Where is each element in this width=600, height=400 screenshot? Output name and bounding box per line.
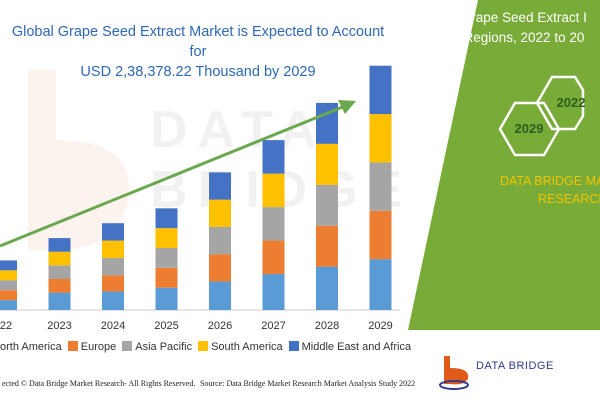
hex-label-2022: 2022	[556, 95, 586, 110]
hex-label-2029: 2029	[514, 121, 544, 136]
bar-segment	[369, 114, 392, 163]
bar-segment	[262, 240, 285, 275]
bar-segment	[209, 254, 231, 282]
legend-label: South America	[211, 341, 283, 353]
footer-brand-text: DATA BRIDGE	[476, 360, 554, 372]
chart-title-line1: Global Grape Seed Extract Market is Expe…	[11, 24, 385, 60]
bar-segment	[102, 240, 124, 258]
watermark-logo	[28, 70, 130, 250]
bar-segment	[209, 281, 231, 310]
bar-segment	[209, 226, 231, 255]
legend-label: Asia Pacific	[135, 341, 193, 353]
bar-segment	[316, 225, 338, 267]
hexagon-2029-icon	[498, 101, 561, 157]
x-tick-label: 2026	[208, 320, 232, 332]
data-bridge-logo-icon	[439, 356, 469, 390]
footer-source: Source: Data Bridge Market Research Mark…	[200, 379, 416, 388]
bar-segment	[316, 184, 338, 226]
bar-segment	[48, 292, 71, 310]
bar-segment	[369, 210, 392, 260]
chart-title: Global Grape Seed Extract Market is Expe…	[8, 22, 388, 82]
bar-segment	[48, 265, 71, 279]
legend-swatch	[288, 341, 299, 351]
bar-segment	[102, 257, 124, 276]
hexagon-2022-icon	[535, 75, 585, 131]
footer-copyright: ected © Data Bridge Market Research- All…	[2, 379, 196, 388]
x-tick-label: 2029	[368, 320, 392, 332]
chart-title-line2: USD 2,38,378.22 Thousand by 2029	[80, 64, 316, 80]
bar-segment	[209, 172, 231, 200]
bar-segment	[369, 162, 392, 211]
bar-segment	[0, 260, 17, 271]
bar-segment	[155, 208, 178, 229]
bar-segment	[262, 274, 285, 310]
legend-item: orth America	[0, 341, 62, 353]
legend-item: South America	[198, 341, 283, 353]
bar-segment	[0, 290, 17, 301]
bar-segment	[209, 199, 231, 227]
legend-swatch	[198, 341, 209, 351]
bar-segment	[369, 259, 392, 310]
bar-segment	[48, 251, 71, 266]
bar-segment	[102, 223, 124, 241]
legend-label: Middle East and Africa	[301, 341, 412, 353]
legend-item: Middle East and Africa	[288, 341, 412, 353]
bar-segment	[155, 287, 178, 310]
x-tick-label: 2028	[315, 320, 339, 332]
bar-segment	[0, 300, 17, 310]
bar-segment	[262, 207, 285, 241]
legend-label: orth America	[0, 341, 62, 353]
x-tick-label: 2024	[101, 320, 125, 332]
legend-item: Asia Pacific	[122, 341, 192, 353]
right-panel-title: Global Grape Seed Extract I By Regions, …	[418, 10, 587, 45]
bar-segment	[155, 248, 178, 268]
bar-segment	[262, 173, 285, 208]
x-tick-label: 2025	[154, 320, 178, 332]
bar-segment	[316, 266, 338, 310]
x-tick-label: 22	[0, 320, 12, 332]
bar-segment	[48, 279, 71, 293]
bar-segment	[102, 275, 124, 292]
trend-arrow-head	[338, 100, 356, 114]
bar-segment	[155, 267, 178, 288]
legend-swatch	[122, 341, 133, 351]
bar-segment	[102, 291, 124, 310]
bar-segment	[316, 102, 338, 144]
x-tick-label: 2027	[261, 320, 285, 332]
bar-segment	[0, 270, 17, 281]
bar-segment	[316, 143, 338, 185]
bar-segment	[369, 65, 392, 115]
bar-segment	[48, 238, 71, 252]
right-panel	[408, 0, 600, 330]
bar-segment	[155, 228, 178, 248]
bar-segment	[262, 140, 285, 174]
chart-legend: orth America Europe Asia Pacific South Amer…	[0, 341, 417, 353]
bar-segment	[0, 280, 17, 291]
trend-arrow-line	[0, 104, 346, 248]
right-panel-brand: DATA BRIDGE MA RESEARCH	[500, 174, 600, 206]
legend-label: Europe	[80, 341, 117, 353]
legend-item: Europe	[67, 341, 117, 353]
x-tick-label: 2023	[47, 320, 71, 332]
legend-swatch	[67, 341, 78, 351]
